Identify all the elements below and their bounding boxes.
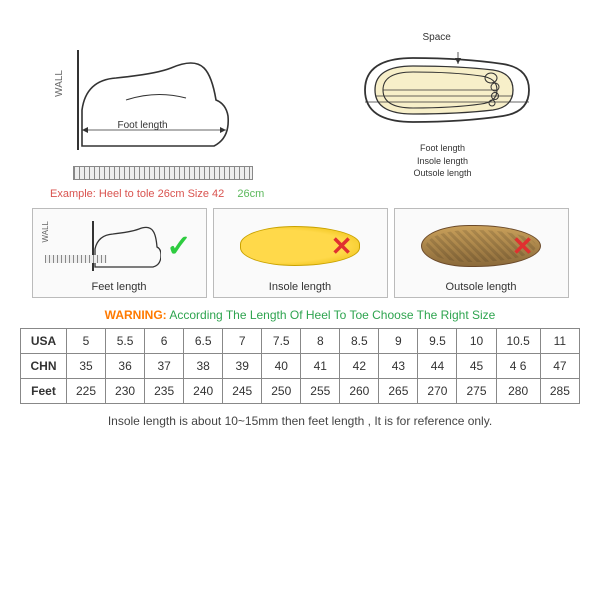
cell: 280 [496,379,540,404]
cell: 9 [379,329,418,354]
cell: 9.5 [418,329,457,354]
method-row: WALL ✓ Feet length ✕ Insole length ✕ Out… [20,208,580,298]
cell: 44 [418,354,457,379]
cell: 39 [223,354,262,379]
cell: 245 [223,379,262,404]
cell: 6 [145,329,184,354]
outsole-length-label: Outsole length [446,281,517,293]
wall-label-small: WALL [41,221,50,243]
cell: 40 [262,354,301,379]
wall-label: WALL [54,70,65,97]
cell: 8 [301,329,340,354]
cell: 10 [457,329,496,354]
foot-length-label: Foot length [118,120,168,131]
feet-length-box: WALL ✓ Feet length [32,208,207,298]
cell: 38 [184,354,223,379]
top-diagram-row: WALL Foot length Space [20,30,580,180]
example-label: Example: Heel to tole 26cm Size 42 [50,188,224,200]
cell: 11 [540,329,579,354]
cell: 7.5 [262,329,301,354]
cell: 235 [145,379,184,404]
mini-foot-icon [91,221,161,271]
cell: 8.5 [340,329,379,354]
sole-top-icon [353,50,533,130]
cell: 10.5 [496,329,540,354]
sole-top-diagram: Space Foot length Insole length Outsole … [333,30,543,180]
space-label: Space [423,32,451,43]
row-header: Feet [21,379,67,404]
cell: 35 [67,354,106,379]
warning-line: WARNING: According The Length Of Heel To… [20,308,580,322]
mini-ruler-icon [45,255,107,263]
foot-length-dim: Foot length [373,142,513,155]
cell: 225 [67,379,106,404]
cell: 240 [184,379,223,404]
cell: 285 [540,379,579,404]
insole-length-dim: Insole length [373,155,513,168]
cell: 250 [262,379,301,404]
cross-icon: ✕ [331,231,353,262]
footnote: Insole length is about 10~15mm then feet… [20,414,580,428]
cell: 270 [418,379,457,404]
foot-side-diagram: WALL Foot length [58,30,258,180]
cell: 265 [379,379,418,404]
cell: 42 [340,354,379,379]
cell: 5 [67,329,106,354]
table-row: CHN35363738394041424344454 647 [21,354,580,379]
cell: 47 [540,354,579,379]
cell: 7 [223,329,262,354]
row-header: CHN [21,354,67,379]
feet-length-label: Feet length [91,281,146,293]
size-table: USA55.566.577.588.599.51010.511CHN353637… [20,328,580,404]
dimension-labels: Foot length Insole length Outsole length [373,142,513,180]
cell: 43 [379,354,418,379]
cell: 230 [106,379,145,404]
foot-side-icon [76,50,236,150]
cell: 5.5 [106,329,145,354]
warning-label: WARNING: [105,308,167,322]
insole-length-label: Insole length [269,281,331,293]
cell: 255 [301,379,340,404]
row-header: USA [21,329,67,354]
cross-icon: ✕ [512,231,534,262]
cell: 37 [145,354,184,379]
cell: 260 [340,379,379,404]
cell: 41 [301,354,340,379]
example-value: 26cm [237,188,264,200]
cell: 275 [457,379,496,404]
cell: 36 [106,354,145,379]
table-row: Feet225230235240245250255260265270275280… [21,379,580,404]
table-row: USA55.566.577.588.599.51010.511 [21,329,580,354]
insole-length-box: ✕ Insole length [213,208,388,298]
outsole-length-box: ✕ Outsole length [394,208,569,298]
warning-text: According The Length Of Heel To Toe Choo… [169,308,495,322]
check-icon: ✓ [166,229,191,264]
outsole-length-dim: Outsole length [373,167,513,180]
ruler-icon [73,166,253,180]
cell: 4 6 [496,354,540,379]
example-line: Example: Heel to tole 26cm Size 42 26cm [50,188,580,200]
cell: 6.5 [184,329,223,354]
cell: 45 [457,354,496,379]
